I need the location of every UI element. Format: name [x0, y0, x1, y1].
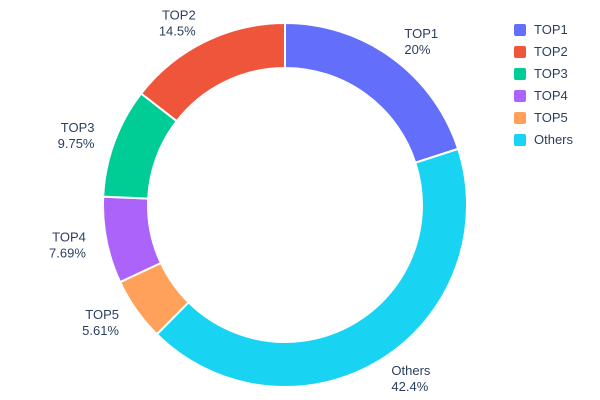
- legend-item-top5[interactable]: TOP5: [514, 111, 573, 124]
- legend-swatch-others: [514, 133, 526, 146]
- legend-swatch-top5: [514, 111, 526, 124]
- legend-label-others: Others: [534, 132, 574, 147]
- legend-swatch-top2: [514, 45, 526, 58]
- legend-item-others[interactable]: Others: [514, 133, 573, 146]
- slice-label-top1: TOP1 20%: [404, 26, 438, 57]
- legend-item-top4[interactable]: TOP4: [514, 89, 573, 102]
- legend-label-top5: TOP5: [534, 110, 568, 125]
- legend-swatch-top4: [514, 89, 526, 102]
- slice-label-top2: TOP2 14.5%: [159, 8, 196, 39]
- legend-item-top1[interactable]: TOP1: [514, 23, 573, 36]
- legend-label-top3: TOP3: [534, 66, 568, 81]
- pie-slice-top1[interactable]: [284, 22, 460, 164]
- legend-swatch-top3: [514, 67, 526, 80]
- slice-label-top4: TOP4 7.69%: [49, 229, 86, 260]
- slice-label-others: Others 42.4%: [391, 363, 431, 394]
- legend-label-top2: TOP2: [534, 44, 568, 59]
- legend-item-top2[interactable]: TOP2: [514, 45, 573, 58]
- legend-item-top3[interactable]: TOP3: [514, 67, 573, 80]
- pie-slice-top2[interactable]: [140, 22, 286, 123]
- pie-slice-others[interactable]: [155, 147, 468, 389]
- slice-label-top3: TOP3 9.75%: [58, 120, 95, 151]
- legend-label-top4: TOP4: [534, 88, 568, 103]
- legend-label-top1: TOP1: [534, 22, 568, 37]
- legend-swatch-top1: [514, 23, 526, 36]
- slice-label-top5: TOP5 5.61%: [82, 307, 119, 338]
- chart-legend: TOP1 TOP2 TOP3 TOP4 TOP5 Others: [514, 23, 573, 146]
